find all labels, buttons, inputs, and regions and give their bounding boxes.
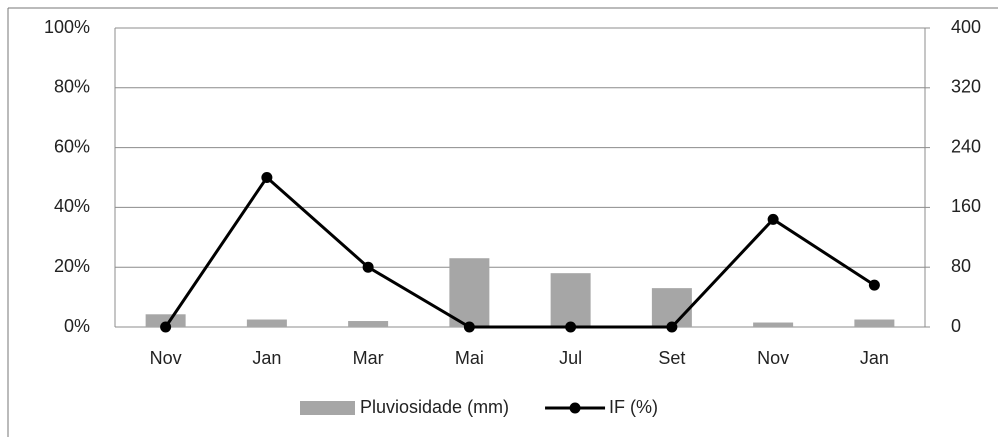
y-tick-label: 40%: [54, 196, 90, 216]
x-tick-label: Jan: [860, 348, 889, 368]
y2-tick-label: 80: [951, 256, 971, 276]
line-marker: [565, 321, 577, 333]
line-marker: [767, 213, 779, 225]
y2-tick-label: 240: [951, 136, 981, 156]
x-tick-label: Jan: [252, 348, 281, 368]
bar: [246, 319, 287, 327]
x-tick-label: Nov: [757, 348, 789, 368]
y-tick-label: 20%: [54, 256, 90, 276]
y2-tick-label: 160: [951, 196, 981, 216]
bar: [651, 288, 692, 327]
line-marker: [463, 321, 475, 333]
y-tick-label: 100%: [44, 17, 90, 37]
line-marker: [666, 321, 678, 333]
y-tick-label: 60%: [54, 136, 90, 156]
bar: [550, 273, 591, 327]
legend-label: IF (%): [609, 397, 658, 417]
bar: [753, 322, 794, 327]
line: [164, 175, 876, 329]
y-tick-label: 80%: [54, 77, 90, 97]
x-tick-label: Jul: [559, 348, 582, 368]
line-marker: [868, 279, 880, 291]
legend-swatch: [300, 401, 355, 415]
legend-label: Pluviosidade (mm): [360, 397, 509, 417]
x-tick-label: Mai: [455, 348, 484, 368]
line-marker: [261, 172, 273, 183]
bar: [348, 321, 389, 327]
line-marker: [160, 321, 172, 333]
bar: [449, 258, 490, 327]
y2-tick-label: 320: [951, 77, 981, 97]
y-tick-label: 0%: [64, 316, 90, 336]
bar: [854, 319, 895, 327]
bar: [145, 314, 186, 327]
line-marker: [362, 261, 374, 273]
y2-tick-label: 0: [951, 316, 961, 336]
y2-tick-label: 400: [951, 17, 981, 37]
legend-marker: [569, 402, 581, 414]
x-tick-label: Set: [658, 348, 685, 368]
x-tick-label: Nov: [150, 348, 182, 368]
x-tick-label: Mar: [353, 348, 384, 368]
